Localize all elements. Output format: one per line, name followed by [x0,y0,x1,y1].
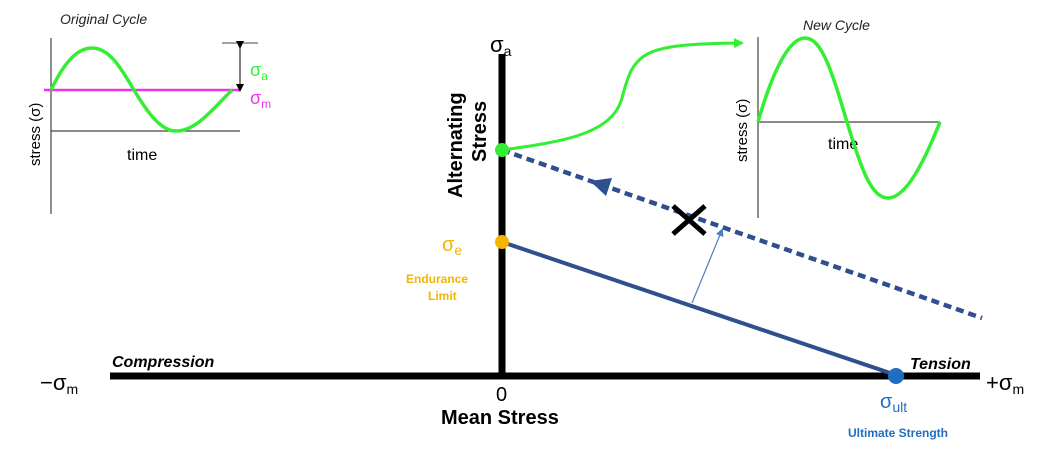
endurance-label-line2: Limit [428,289,457,303]
ultimate-strength-point [888,368,904,384]
new-cycle-time-label: time [828,136,858,153]
original-cycle-sine-wave [49,46,234,133]
original-cycle-time-label: time [127,147,157,164]
new-cycle-sine-wave [756,36,942,200]
endurance-limit-point [495,235,509,249]
x-axis-title: Mean Stress [441,407,559,429]
goodman-line [501,240,897,377]
new-cycle-title: New Cycle [803,17,870,33]
origin-label: 0 [496,384,507,406]
new-cycle-inset: New Cycle time stress (σ) [734,17,942,218]
y-axis-title-line1: Alternating [445,92,467,198]
original-cycle-inset: Original Cycle σa σm time stress (σ) [27,11,271,214]
x-axis-left-label: −σm [40,370,78,397]
compression-label: Compression [112,354,214,371]
alternating-stress-point [495,143,509,157]
amplitude-label: σa [250,60,268,83]
cross-mark [671,204,707,236]
y-axis-symbol: σa [490,32,512,59]
dotted-line-direction-arrow [590,178,612,196]
mean-label: σm [250,88,271,111]
ultimate-symbol: σult [880,391,907,415]
ultimate-strength-label: Ultimate Strength [848,426,948,440]
y-axis-title-line2: Stress [469,101,491,162]
shifted-dotted-line [501,147,983,321]
original-cycle-title: Original Cycle [60,11,147,27]
endurance-symbol: σe [442,234,462,258]
new-cycle-transition-curve [501,38,744,152]
tension-label: Tension [910,356,971,373]
new-cycle-stress-label: stress (σ) [734,99,751,162]
original-cycle-stress-label: stress (σ) [27,103,44,166]
endurance-label-line1: Endurance [406,272,468,286]
x-axis-right-label: +σm [986,370,1024,397]
shift-arrow [691,228,724,304]
